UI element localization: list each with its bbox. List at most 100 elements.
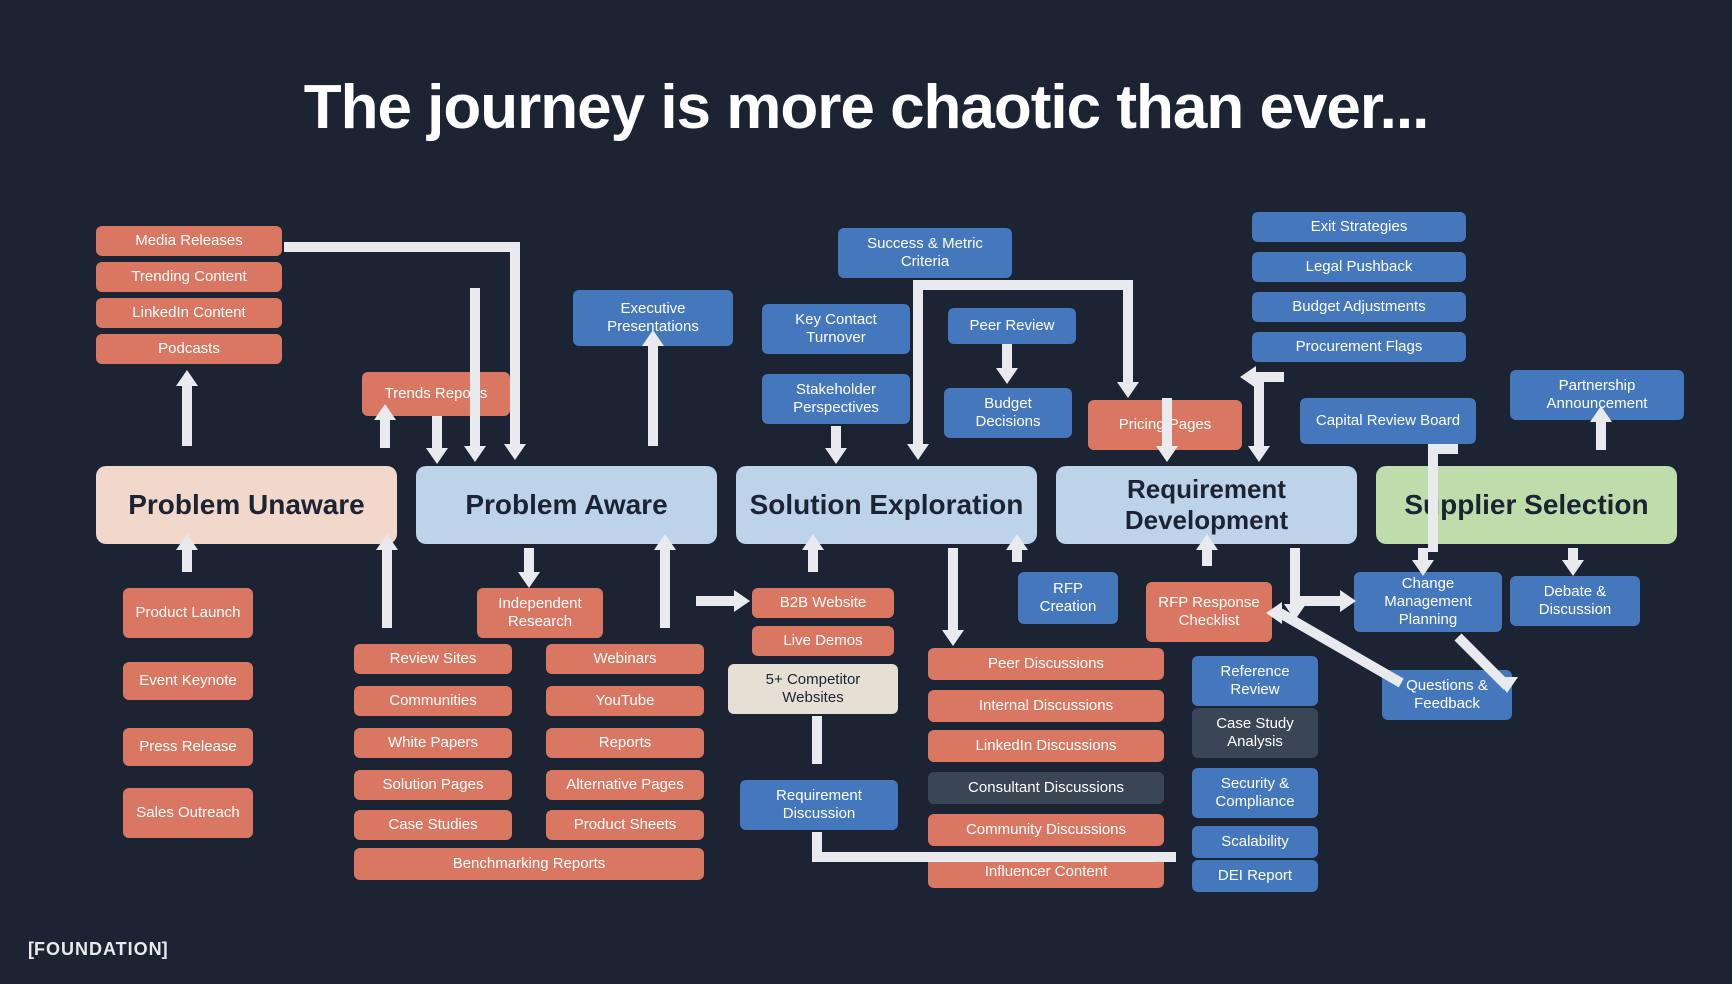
arrow-segment [470, 288, 480, 448]
node-press-release: Press Release [123, 728, 253, 766]
arrow-head [376, 534, 398, 550]
arrow-segment [284, 242, 520, 252]
node-community-discussions: Community Discussions [928, 814, 1164, 846]
arrow-segment [913, 280, 1133, 290]
arrow-segment [1428, 444, 1438, 552]
arrow-segment [812, 716, 822, 764]
arrow-head [907, 444, 929, 460]
stage-requirement-development: Requirement Development [1056, 466, 1357, 544]
arrow-segment [1428, 444, 1458, 454]
node-alternative-pages: Alternative Pages [546, 770, 704, 800]
arrow-head [1590, 406, 1612, 422]
node-event-keynote: Event Keynote [123, 662, 253, 700]
arrow-head [1266, 602, 1282, 624]
node-white-papers: White Papers [354, 728, 512, 758]
arrow-head [1562, 560, 1584, 576]
node-exit-strategies: Exit Strategies [1252, 212, 1466, 242]
arrow-head [176, 370, 198, 386]
arrow-segment [1012, 548, 1022, 562]
node-5-competitor-websites: 5+ Competitor Websites [728, 664, 898, 714]
node-product-sheets: Product Sheets [546, 810, 704, 840]
node-budget-decisions: Budget Decisions [944, 388, 1072, 438]
arrow-segment [696, 596, 736, 606]
arrow-head [464, 446, 486, 462]
stage-solution-exploration: Solution Exploration [736, 466, 1037, 544]
arrow-head [1240, 366, 1256, 388]
arrow-head [825, 448, 847, 464]
node-linkedin-discussions: LinkedIn Discussions [928, 730, 1164, 762]
stage-problem-aware: Problem Aware [416, 466, 717, 544]
arrow-segment [913, 280, 923, 446]
node-linkedin-content: LinkedIn Content [96, 298, 282, 328]
node-youtube: YouTube [546, 686, 704, 716]
node-rfp-response-checklist: RFP Response Checklist [1146, 582, 1272, 642]
arrow-head [426, 448, 448, 464]
arrow-segment [182, 384, 192, 446]
arrow-head [996, 368, 1018, 384]
arrow-head [734, 590, 750, 612]
node-internal-discussions: Internal Discussions [928, 690, 1164, 722]
node-peer-review: Peer Review [948, 308, 1076, 344]
arrow-head [374, 404, 396, 420]
node-reports: Reports [546, 728, 704, 758]
node-consultant-discussions: Consultant Discussions [928, 772, 1164, 804]
node-legal-pushback: Legal Pushback [1252, 252, 1466, 282]
arrow-segment [382, 548, 392, 628]
node-webinars: Webinars [546, 644, 704, 674]
stage-problem-unaware: Problem Unaware [96, 466, 397, 544]
node-review-sites: Review Sites [354, 644, 512, 674]
node-budget-adjustments: Budget Adjustments [1252, 292, 1466, 322]
arrow-head [1248, 446, 1270, 462]
arrow-segment [1002, 344, 1012, 370]
arrow-segment [1123, 280, 1133, 384]
arrow-segment [1162, 398, 1172, 448]
node-sales-outreach: Sales Outreach [123, 788, 253, 838]
arrow-segment [1202, 548, 1212, 566]
node-capital-review-board: Capital Review Board [1300, 398, 1476, 444]
arrow-segment [524, 548, 534, 574]
node-communities: Communities [354, 686, 512, 716]
page-title: The journey is more chaotic than ever... [0, 72, 1732, 143]
node-media-releases: Media Releases [96, 226, 282, 256]
arrow-segment [812, 852, 1176, 862]
brand-logo: FOUNDATION [28, 939, 169, 960]
node-reference-review: Reference Review [1192, 656, 1318, 706]
arrow-head [1412, 560, 1434, 576]
node-case-study-analysis: Case Study Analysis [1192, 708, 1318, 758]
arrow-head [1196, 534, 1218, 550]
arrow-segment [380, 418, 390, 448]
arrow-head [942, 630, 964, 646]
arrow-head [176, 534, 198, 550]
arrow-segment [1290, 596, 1342, 606]
node-requirement-discussion: Requirement Discussion [740, 780, 898, 830]
node-product-launch: Product Launch [123, 588, 253, 638]
node-case-studies: Case Studies [354, 810, 512, 840]
node-benchmarking-reports: Benchmarking Reports [354, 848, 704, 880]
node-independent-research: Independent Research [477, 588, 603, 638]
arrow-head [1006, 534, 1028, 550]
arrow-head [642, 330, 664, 346]
diagram-stage: The journey is more chaotic than ever...… [0, 0, 1732, 984]
arrow-head [1156, 446, 1178, 462]
node-procurement-flags: Procurement Flags [1252, 332, 1466, 362]
arrow-segment [660, 548, 670, 628]
node-debate-discussion: Debate & Discussion [1510, 576, 1640, 626]
node-security-compliance: Security & Compliance [1192, 768, 1318, 818]
arrow-segment [182, 548, 192, 572]
node-scalability: Scalability [1192, 826, 1318, 858]
arrow-segment [948, 548, 958, 632]
arrow-segment [432, 416, 442, 450]
node-change-management-planning: Change Management Planning [1354, 572, 1502, 632]
node-solution-pages: Solution Pages [354, 770, 512, 800]
arrow-segment [648, 344, 658, 446]
node-key-contact-turnover: Key Contact Turnover [762, 304, 910, 354]
node-trending-content: Trending Content [96, 262, 282, 292]
node-stakeholder-perspectives: Stakeholder Perspectives [762, 374, 910, 424]
node-success-metric-criteria: Success & Metric Criteria [838, 228, 1012, 278]
node-rfp-creation: RFP Creation [1018, 572, 1118, 624]
stage-supplier-selection: Supplier Selection [1376, 466, 1677, 544]
node-dei-report: DEI Report [1192, 860, 1318, 892]
arrow-head [1496, 677, 1518, 693]
node-podcasts: Podcasts [96, 334, 282, 364]
arrow-head [1340, 590, 1356, 612]
